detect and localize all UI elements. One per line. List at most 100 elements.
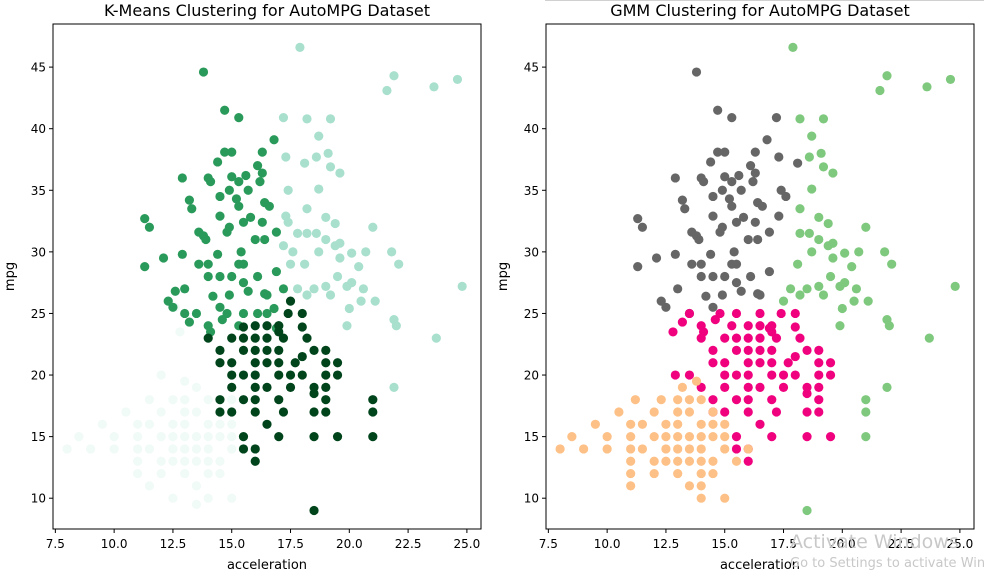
cluster-2-point — [696, 333, 706, 343]
cluster-0-point — [748, 177, 758, 187]
chart-title: GMM Clustering for AutoMPG Dataset — [610, 1, 910, 20]
cluster-2-point — [755, 308, 765, 319]
cluster-2-point — [771, 407, 782, 417]
cluster-0-point — [720, 172, 730, 182]
cluster-1-point — [187, 204, 197, 214]
y-tick-label: 40 — [31, 122, 46, 136]
cluster-2-point — [314, 247, 324, 257]
cluster-3-point — [297, 370, 307, 380]
cluster-2-point — [670, 370, 680, 380]
cluster-3-point — [626, 456, 636, 466]
cluster-2-point — [755, 345, 765, 355]
cluster-2-point — [708, 395, 718, 405]
cluster-3-point — [696, 481, 706, 491]
cluster-0-point — [191, 499, 202, 509]
cluster-2-point — [790, 322, 800, 332]
cluster-3-point — [278, 333, 289, 343]
cluster-3-point — [637, 419, 648, 429]
cluster-0-point — [180, 456, 190, 466]
cluster-0-point — [727, 177, 737, 187]
y-tick-label: 10 — [524, 492, 539, 506]
cluster-3-point — [238, 370, 249, 380]
cluster-3-point — [238, 444, 249, 454]
cluster-1-point — [201, 234, 211, 245]
cluster-1-point — [241, 170, 251, 181]
cluster-1-point — [807, 131, 817, 141]
cluster-3-point — [673, 419, 683, 429]
cluster-1-point — [238, 308, 249, 319]
cluster-2-point — [720, 407, 730, 417]
cluster-2-point — [743, 395, 753, 405]
cluster-2-point — [302, 228, 312, 238]
cluster-0-point — [661, 302, 671, 312]
cluster-1-point — [217, 315, 227, 325]
cluster-3-point — [321, 370, 331, 380]
cluster-2-point — [776, 308, 786, 319]
cluster-1-point — [795, 290, 805, 300]
cluster-0-point — [144, 419, 155, 429]
cluster-1-point — [140, 262, 150, 272]
cluster-0-point — [203, 444, 213, 454]
cluster-0-point — [74, 432, 84, 442]
cluster-0-point — [97, 419, 107, 429]
cluster-3-point — [708, 407, 718, 417]
cluster-0-point — [750, 217, 760, 227]
cluster-3-point — [250, 395, 260, 405]
cluster-0-point — [180, 444, 190, 454]
cluster-2-point — [825, 370, 836, 380]
cluster-2-point — [358, 284, 369, 294]
cluster-1-point — [238, 259, 249, 269]
cluster-3-point — [661, 419, 671, 429]
cluster-2-point — [720, 370, 730, 380]
y-tick-label: 35 — [31, 184, 46, 198]
cluster-0-point — [191, 481, 202, 491]
cluster-3-point — [708, 432, 718, 442]
cluster-3-point — [262, 419, 272, 429]
cluster-3-point — [278, 407, 289, 417]
cluster-2-point — [755, 382, 765, 392]
cluster-0-point — [203, 456, 213, 466]
cluster-1-point — [807, 184, 817, 194]
cluster-3-point — [297, 322, 307, 332]
cluster-0-point — [727, 113, 737, 123]
cluster-2-point — [368, 222, 378, 232]
cluster-3-point — [297, 308, 307, 319]
cluster-0-point — [764, 266, 775, 277]
cluster-1-point — [257, 217, 267, 227]
cluster-1-point — [828, 238, 838, 248]
cluster-0-point — [109, 444, 119, 454]
cluster-0-point — [175, 327, 185, 337]
cluster-3-point — [321, 358, 331, 368]
x-tick-label: 12.5 — [160, 537, 187, 551]
cluster-2-point — [356, 296, 366, 306]
cluster-0-point — [734, 170, 744, 181]
y-tick-label: 35 — [524, 184, 539, 198]
cluster-3-point — [579, 444, 589, 454]
cluster-2-point — [283, 217, 293, 227]
cluster-0-point — [781, 191, 791, 202]
cluster-2-point — [325, 114, 336, 124]
cluster-2-point — [335, 168, 345, 178]
cluster-1-point — [847, 262, 857, 272]
cluster-0-point — [168, 456, 178, 466]
cluster-3-point — [238, 395, 249, 405]
cluster-3-point — [684, 407, 695, 417]
cluster-1-point — [220, 105, 230, 115]
y-tick-label: 15 — [31, 430, 46, 444]
cluster-2-point — [344, 303, 354, 314]
cluster-3-point — [274, 345, 284, 355]
cluster-3-point — [227, 382, 237, 392]
cluster-2-point — [755, 333, 765, 343]
cluster-0-point — [762, 135, 772, 145]
cluster-0-point — [764, 227, 775, 237]
gmm-panel: 7.5 10.0 12.5 15.0 17.5 20.0 22.5 25.0 10 15 20 25 3… — [496, 1, 975, 573]
cluster-2-point — [814, 370, 824, 380]
cluster-0-point — [180, 376, 190, 386]
cluster-2-point — [767, 370, 777, 380]
cluster-2-point — [795, 333, 805, 343]
cluster-1-point — [945, 74, 956, 85]
cluster-0-point — [109, 432, 119, 442]
cluster-0-point — [670, 249, 680, 259]
cluster-1-point — [816, 148, 826, 158]
